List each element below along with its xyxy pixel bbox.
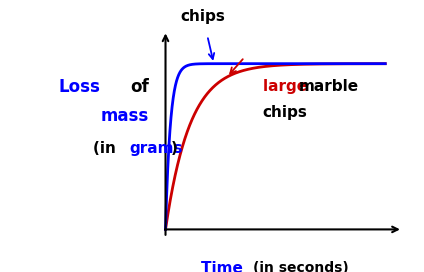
Text: Loss: Loss [59, 78, 101, 95]
Text: chips: chips [181, 9, 225, 24]
Text: Time: Time [201, 261, 253, 272]
Text: mass: mass [101, 107, 149, 125]
Text: of: of [130, 78, 149, 95]
Text: grams: grams [130, 141, 183, 156]
Text: ): ) [171, 141, 178, 156]
Text: (in seconds): (in seconds) [253, 261, 349, 272]
Text: (in: (in [93, 141, 122, 156]
Text: large: large [262, 79, 312, 94]
Text: marble: marble [299, 79, 359, 94]
Text: chips: chips [262, 104, 307, 120]
